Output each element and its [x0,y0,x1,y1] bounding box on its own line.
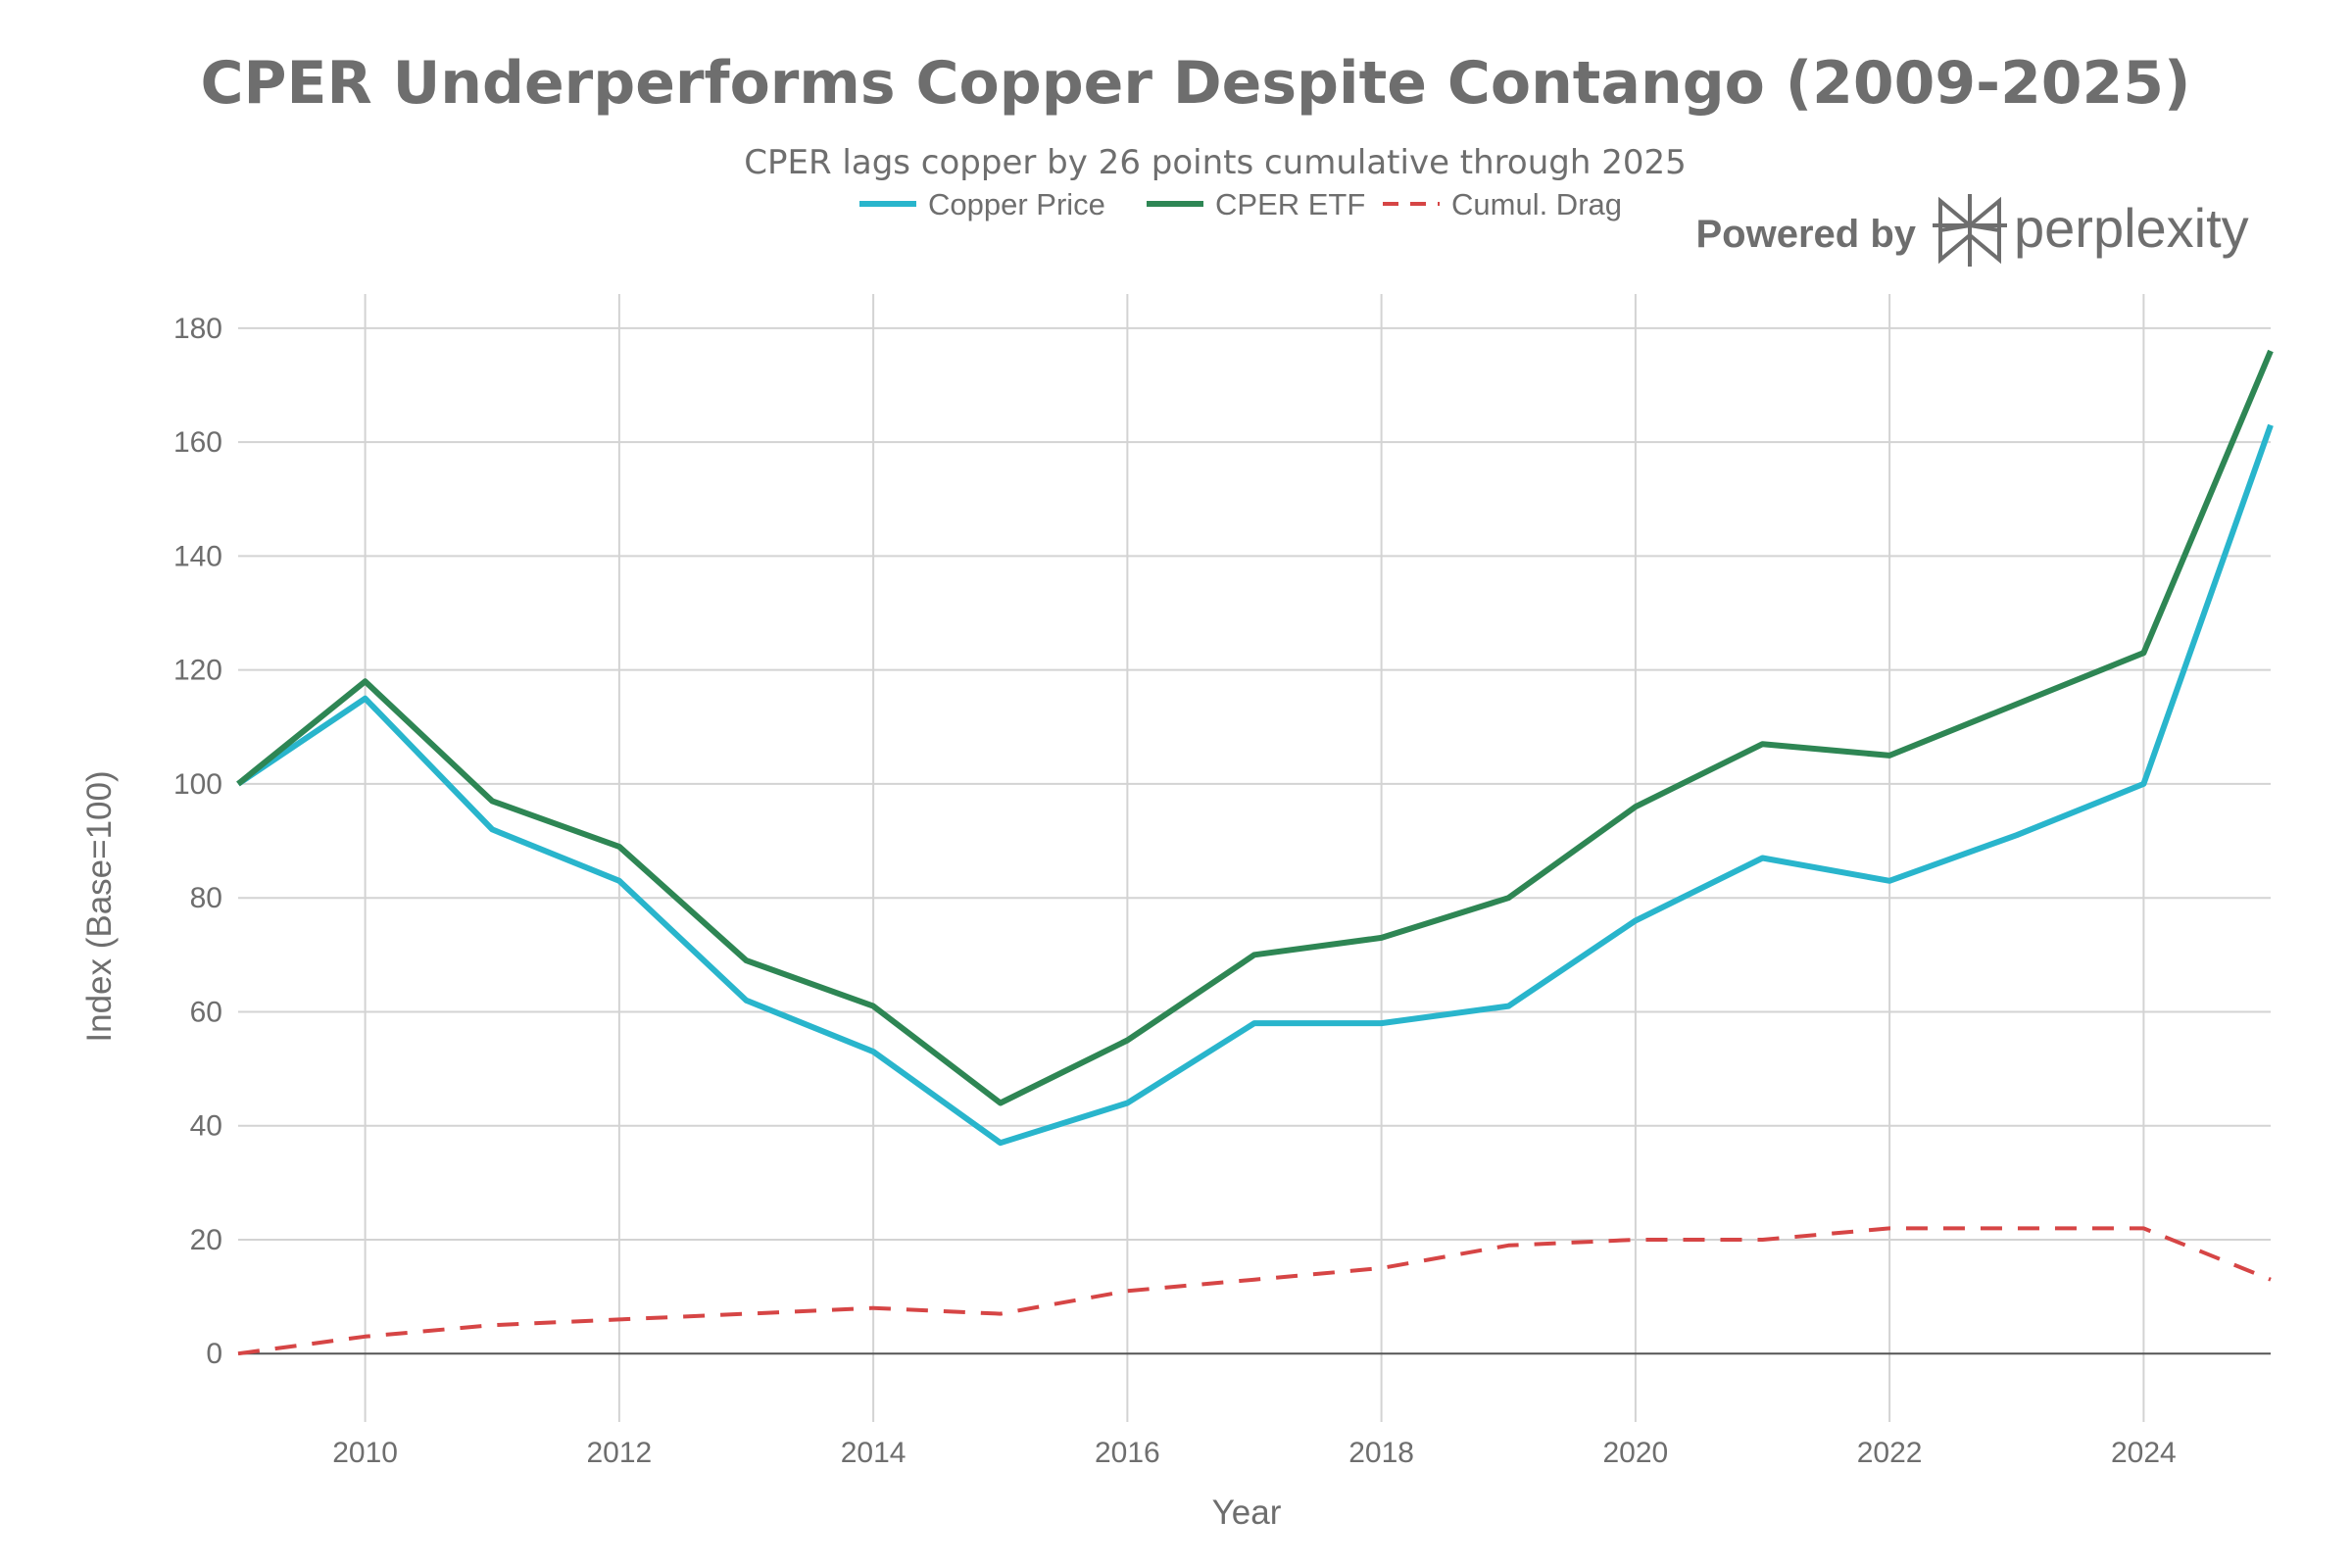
x-tick-label-2012: 2012 [587,1437,653,1469]
y-tick-label-120: 120 [173,655,222,687]
series-line-copper-price [236,423,2274,1147]
y-tick-label-160: 160 [173,426,222,459]
x-tick-label-2016: 2016 [1095,1437,1160,1469]
x-tick-label-2010: 2010 [332,1437,398,1469]
series-line-cper-etf [236,349,2274,1106]
x-axis-title: Year [1212,1494,1282,1532]
perplexity-logo-icon [1933,194,2007,267]
legend-label-cper-etf: CPER ETF [1215,187,1365,221]
chart-subtitle: CPER lags copper by 26 points cumulative… [744,143,1686,182]
perplexity-wordmark: perplexity [2014,197,2249,259]
x-tick-label-2024: 2024 [2111,1437,2177,1469]
y-axis-title: Index (Base=100) [80,770,119,1042]
y-tick-label-140: 140 [173,540,222,572]
legend-label-cumul-drag: Cumul. Drag [1451,187,1622,221]
y-tick-label-40: 40 [190,1110,222,1143]
x-tick-label-2014: 2014 [841,1437,906,1469]
y-tick-label-0: 0 [206,1338,222,1370]
y-tick-label-80: 80 [190,882,222,914]
x-tick-label-2020: 2020 [1603,1437,1669,1469]
y-tick-label-100: 100 [173,768,222,801]
legend: Copper Price CPER ETF Cumul. Drag [859,187,1622,221]
legend-label-copper-price: Copper Price [928,187,1105,221]
y-tick-labels: 0 20 40 60 80 100 120 140 160 180 [173,313,222,1370]
grid [238,294,2271,1422]
series-group [236,349,2274,1356]
y-tick-label-180: 180 [173,313,222,345]
y-tick-label-60: 60 [190,996,222,1028]
x-tick-label-2022: 2022 [1857,1437,1923,1469]
series-line-cumul-drag [237,1226,2272,1356]
chart-title: CPER Underperforms Copper Despite Contan… [201,49,2191,118]
y-tick-label-20: 20 [190,1224,222,1256]
x-tick-labels: 2010 2012 2014 2016 2018 2020 2022 2024 [332,1437,2177,1469]
branding: Powered by perplexity [1695,194,2249,267]
powered-by-text: Powered by [1695,213,1916,256]
x-tick-label-2018: 2018 [1348,1437,1414,1469]
